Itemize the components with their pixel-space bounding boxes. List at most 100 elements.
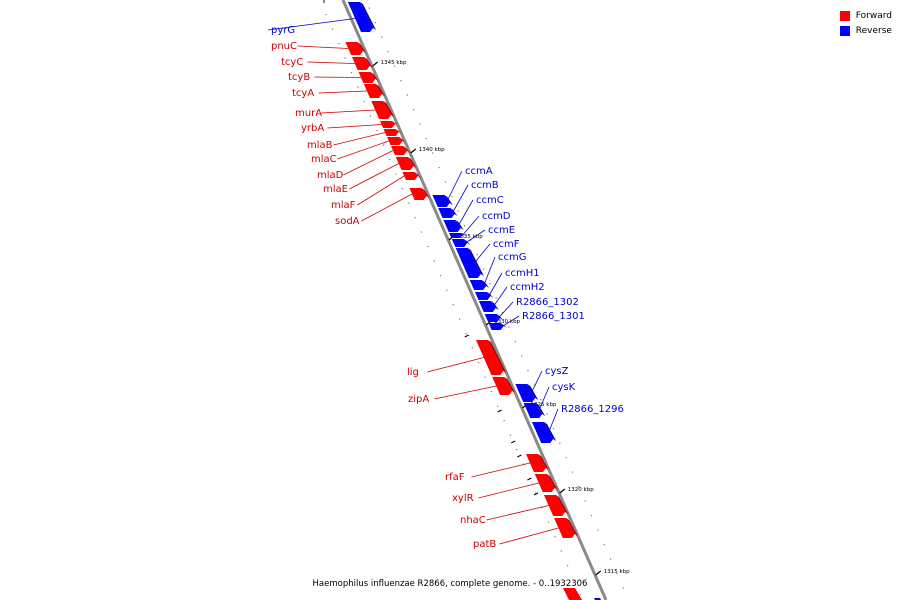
gene-label-lig: lig <box>407 367 419 378</box>
gene-block <box>371 101 392 119</box>
scale-dot <box>393 65 396 67</box>
gene-block <box>563 588 582 600</box>
gene-block <box>443 220 461 232</box>
gene-block <box>478 301 496 312</box>
scale-dot <box>547 521 550 523</box>
gene-block-shade <box>444 195 453 205</box>
scale-dot <box>363 101 365 103</box>
gene-leader-line <box>478 482 539 499</box>
gene-block-shade <box>543 422 557 441</box>
scale-dot <box>509 434 512 436</box>
gene-block <box>402 172 418 180</box>
gene-leader-line <box>461 215 480 236</box>
gene-block <box>390 146 407 155</box>
gene-block <box>531 422 554 443</box>
scale-dot <box>382 144 384 146</box>
gene-block <box>526 454 546 472</box>
gene-leader-line <box>465 229 486 244</box>
scale-dot <box>521 355 523 357</box>
gene-leader-line <box>501 315 520 327</box>
scale-dot <box>368 7 370 9</box>
gene-block-shade <box>555 495 569 514</box>
gene-leader-line <box>434 385 497 400</box>
scale-dot <box>597 529 599 531</box>
gene-leader-line <box>499 527 559 545</box>
scale-dot <box>552 428 555 430</box>
scale-dot <box>559 442 561 444</box>
tick-mark <box>517 454 522 458</box>
gene-leader-line <box>314 76 361 78</box>
gene-label-patB: patB <box>473 539 496 550</box>
gene-block-shade <box>488 340 507 373</box>
legend-forward-swatch <box>839 10 850 21</box>
gene-block <box>488 323 504 330</box>
tick-mark <box>497 409 502 413</box>
gene-block-shade <box>363 57 373 68</box>
scale-dot <box>414 217 416 219</box>
scale-dot <box>369 115 372 117</box>
gene-leader-line <box>297 45 349 49</box>
scale-dot <box>590 515 593 517</box>
gene-block <box>543 495 566 516</box>
gene-leader-line <box>337 140 389 160</box>
scale-dot <box>516 449 518 451</box>
gene-label-ccmF: ccmF <box>493 239 520 250</box>
gene-block <box>455 248 481 278</box>
gene-block-shade <box>566 518 578 536</box>
gene-leader-line <box>483 256 496 286</box>
gene-label-cysZ: cysZ <box>545 366 569 377</box>
tick-mark <box>464 334 469 338</box>
gene-block-shade <box>407 157 417 168</box>
tick-label: 1335 kbp <box>457 234 483 240</box>
scale-dot <box>446 289 448 291</box>
gene-leader-line <box>457 199 474 227</box>
scale-dot <box>610 558 612 560</box>
gene-leader-line <box>343 150 394 176</box>
gene-leader-line <box>267 16 367 31</box>
gene-label-ccmG: ccmG <box>498 252 527 263</box>
gene-label-ccmB: ccmB <box>471 180 499 191</box>
tick-mark <box>372 61 378 67</box>
gene-block-shade <box>546 474 558 490</box>
scale-dot <box>514 341 516 343</box>
gene-block-shade <box>357 42 367 53</box>
gene-label-cysK: cysK <box>552 382 576 393</box>
scale-dot <box>458 318 461 320</box>
legend-reverse-swatch <box>839 25 850 36</box>
gene-block-shade <box>496 314 504 320</box>
gene-block-shade <box>383 101 395 117</box>
gene-label-tcyB: tcyB <box>288 72 310 83</box>
gene-block <box>451 239 468 247</box>
gene-block <box>383 129 399 136</box>
gene-leader-line <box>361 193 413 222</box>
scale-dot <box>452 304 454 306</box>
gene-block-shade <box>538 454 549 470</box>
gene-label-mlaD: mlaD <box>317 170 344 181</box>
gene-leader-line <box>321 109 376 114</box>
scale-dot <box>603 544 605 546</box>
gene-block <box>534 474 555 492</box>
tick-label: 1345 kbp <box>381 60 407 66</box>
gene-label-pyrG: pyrG <box>271 25 295 36</box>
gene-block <box>492 377 513 395</box>
gene-label-yrbA: yrbA <box>301 123 324 134</box>
tick-mark <box>527 477 532 481</box>
gene-label-tcyA: tcyA <box>292 88 314 99</box>
gene-block <box>484 314 501 322</box>
gene-label-R2866_1302: R2866_1302 <box>516 297 579 308</box>
gene-leader-line <box>488 272 503 297</box>
scale-dot <box>560 550 562 552</box>
gene-leader-line <box>446 170 463 202</box>
gene-block-shade <box>535 403 546 416</box>
gene-leader-line <box>327 124 382 129</box>
gene-label-mlaE: mlaE <box>323 184 348 195</box>
gene-leader-line <box>471 462 531 478</box>
gene-leader-line <box>498 301 514 319</box>
gene-block <box>358 72 376 83</box>
tick-label: 1315 kbp <box>604 569 630 575</box>
gene-leader-line <box>473 243 491 264</box>
tick-mark <box>410 148 417 154</box>
scale-dot <box>400 80 402 82</box>
gene-leader-line <box>452 184 469 214</box>
scale-dot <box>501 312 504 314</box>
